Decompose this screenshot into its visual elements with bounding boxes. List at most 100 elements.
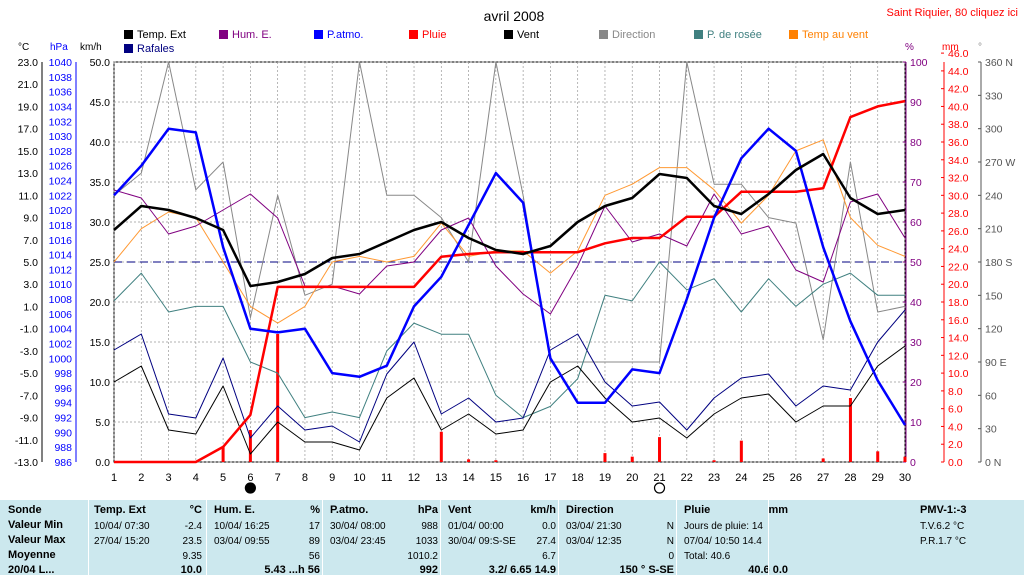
summary-col-head: Vent	[448, 504, 472, 516]
tick-label-temp: 3.0	[23, 279, 38, 291]
summary-max-value: 23.5	[182, 536, 202, 547]
tick-label-hpa: 1018	[49, 220, 73, 232]
tick-label-hpa: 1028	[49, 146, 73, 158]
tick-label-temp: 19.0	[18, 101, 39, 113]
tick-label-hpa: 990	[54, 427, 72, 439]
tick-label-pct: 90	[910, 97, 922, 109]
tick-label-hpa: 1014	[49, 250, 73, 262]
legend-swatch-hum	[219, 30, 228, 39]
legend-swatch-rafales	[124, 44, 133, 53]
tick-label-hpa: 1016	[49, 235, 73, 247]
summary-max-time: 03/04/ 12:35	[566, 536, 622, 547]
x-tick-label: 17	[544, 472, 556, 484]
x-tick-label: 18	[572, 472, 584, 484]
tick-label-kmh: 10.0	[90, 377, 111, 389]
summary-col-head: Temp. Ext	[94, 504, 146, 516]
rain-bar	[712, 460, 716, 462]
tick-label-temp: 21.0	[18, 79, 39, 91]
summary-col-unit: km/h	[530, 504, 556, 516]
x-tick-label: 15	[490, 472, 502, 484]
legend-label-direction: Direction	[612, 29, 655, 41]
tick-label-temp: 15.0	[18, 146, 39, 158]
summary-column-divider	[676, 500, 677, 575]
moon-new-icon	[653, 482, 666, 494]
summary-row-label: 20/04 L...	[8, 564, 55, 576]
tick-label-temp: -13.0	[14, 457, 38, 469]
summary-column-divider	[322, 500, 323, 575]
grid	[113, 61, 906, 463]
tick-label-hpa: 1000	[49, 353, 73, 365]
series-vent	[113, 152, 906, 288]
tick-label-temp: -1.0	[20, 324, 38, 336]
tick-label-hpa: 1010	[49, 279, 73, 291]
x-tick-label: 16	[517, 472, 529, 484]
tick-label-kmh: 25.0	[90, 257, 111, 269]
tick-label-temp: -7.0	[20, 390, 38, 402]
tick-label-mm: 46.0	[948, 48, 969, 60]
tick-label-mm: 30.0	[948, 190, 969, 202]
rain-bar	[221, 446, 225, 462]
tick-label-hpa: 1020	[49, 205, 73, 217]
x-tick-label: 22	[681, 472, 693, 484]
summary-pmv-tv: T.V.6.2 °C	[920, 521, 965, 532]
tick-label-temp: 11.0	[18, 190, 38, 202]
rain-bar	[276, 334, 280, 462]
rain-bar	[439, 431, 443, 462]
tick-label-hpa: 1006	[49, 309, 73, 321]
tick-label-mm: 16.0	[948, 315, 969, 327]
tick-label-hpa: 992	[54, 413, 72, 425]
tick-label-temp: 1.0	[23, 301, 38, 313]
x-tick-label: 26	[790, 472, 802, 484]
summary-rain-days: Jours de pluie: 14	[684, 521, 763, 532]
tick-label-hpa: 1032	[49, 116, 73, 128]
tick-label-pct: 100	[910, 57, 928, 69]
station-link[interactable]: Saint Riquier, 80 cliquez ici	[887, 7, 1018, 19]
tick-label-deg: 270 W	[985, 157, 1015, 169]
tick-label-mm: 6.0	[948, 404, 963, 416]
tick-label-mm: 14.0	[948, 333, 969, 345]
series-rosee	[113, 261, 905, 419]
legend-label-pluie: Pluie	[422, 29, 446, 41]
tick-label-pct: 10	[910, 417, 922, 429]
tick-label-deg: 0 N	[985, 457, 1001, 469]
x-tick-label: 13	[435, 472, 447, 484]
tick-label-temp: 23.0	[18, 57, 39, 69]
summary-max-value: N	[666, 536, 674, 547]
x-tick-label: 28	[844, 472, 856, 484]
tick-label-pct: 40	[910, 297, 922, 309]
legend-swatch-pluie	[409, 30, 418, 39]
tick-label-pct: 80	[910, 137, 922, 149]
tick-label-hpa: 1038	[49, 72, 73, 84]
tick-label-deg: 30	[985, 424, 997, 436]
tick-label-kmh: 35.0	[90, 177, 111, 189]
summary-row-label: Valeur Min	[8, 519, 64, 531]
tick-label-deg: 300	[985, 124, 1003, 136]
legend-label-temp_ext: Temp. Ext	[137, 29, 186, 41]
series-hum	[113, 189, 906, 315]
x-tick-label: 12	[408, 472, 420, 484]
series-direction	[113, 61, 906, 363]
tick-label-hpa: 996	[54, 383, 72, 395]
x-tick-label: 7	[275, 472, 281, 484]
tick-label-mm: 38.0	[948, 119, 969, 131]
summary-max-value: 1033	[415, 536, 438, 547]
unit-hpa: hPa	[50, 42, 68, 53]
tick-label-mm: 4.0	[948, 421, 963, 433]
x-tick-label: 23	[708, 472, 720, 484]
tick-label-kmh: 30.0	[90, 217, 111, 229]
rain-bar	[658, 437, 662, 462]
summary-table: Sonde Valeur Min Valeur Max Moyenne 20/04 L.…	[0, 500, 1024, 576]
tick-label-temp: 5.0	[23, 257, 38, 269]
weather-chart: avril 2008 Saint Riquier, 80 cliquez ici…	[14, 7, 1018, 494]
tick-label-kmh: 20.0	[90, 297, 111, 309]
tick-label-kmh: 45.0	[90, 97, 111, 109]
tick-label-mm: 24.0	[948, 244, 969, 256]
x-tick-label: 11	[381, 472, 392, 484]
x-tick-label: 14	[462, 472, 474, 484]
legend-label-temp_vent: Temp au vent	[802, 29, 868, 41]
legend: Temp. Ext Hum. E. P.atmo. Pluie Vent Directio…	[124, 29, 868, 55]
summary-min-time: 10/04/ 16:25	[214, 521, 270, 532]
summary-col-head: Direction	[566, 504, 614, 516]
legend-swatch-patm	[314, 30, 323, 39]
x-tick-label: 19	[599, 472, 611, 484]
